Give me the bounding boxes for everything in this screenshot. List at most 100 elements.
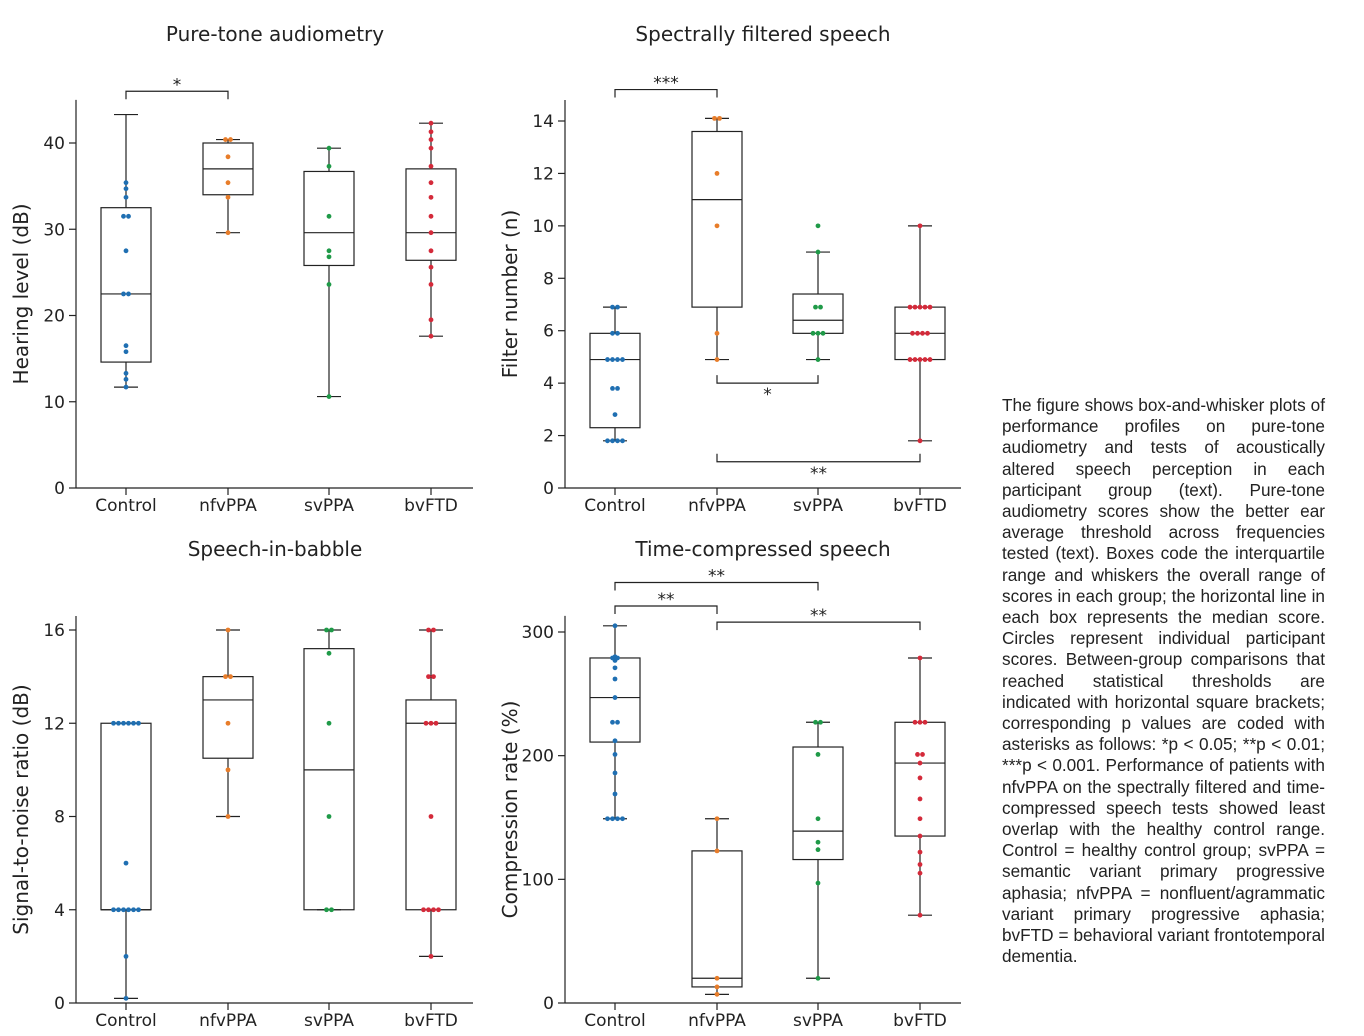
- data-point-Control: [111, 720, 116, 726]
- y-tick-label: 30: [43, 220, 65, 240]
- significance-stars: **: [810, 606, 827, 626]
- data-point-bvFTD: [917, 760, 923, 766]
- significance-stars: **: [708, 567, 725, 587]
- data-point-Control: [123, 194, 129, 200]
- box-svPPA: [303, 147, 355, 398]
- data-point-bvFTD: [426, 627, 431, 633]
- iqr-box: [405, 168, 457, 261]
- data-point-bvFTD: [927, 357, 933, 362]
- data-point-Control: [123, 953, 129, 959]
- data-point-bvFTD: [922, 304, 928, 310]
- data-point-bvFTD: [917, 833, 923, 839]
- data-point-bvFTD: [917, 912, 923, 918]
- x-tick-label: nfvPPA: [199, 496, 257, 516]
- data-point-Control: [116, 720, 121, 726]
- y-axis-label: Signal-to-noise ratio (dB): [9, 684, 33, 934]
- significance-stars: *: [763, 385, 772, 405]
- data-point-bvFTD: [428, 282, 434, 287]
- data-point-bvFTD: [428, 163, 434, 169]
- data-point-svPPA: [324, 907, 329, 913]
- data-point-bvFTD: [915, 752, 920, 757]
- iqr-box: [303, 170, 355, 267]
- significance-bracket: [614, 605, 718, 615]
- y-tick-label: 8: [543, 269, 554, 289]
- iqr-box: [202, 676, 254, 759]
- x-tick-label: nfvPPA: [199, 1011, 257, 1031]
- data-point-Control: [615, 385, 620, 391]
- data-point-bvFTD: [431, 907, 436, 913]
- y-tick-label: 10: [532, 217, 554, 237]
- y-axis-label: Filter number (n): [498, 210, 522, 379]
- data-point-bvFTD: [428, 213, 434, 219]
- significance-bracket: [614, 581, 819, 591]
- data-point-nfvPPA: [717, 115, 722, 121]
- x-tick-label: svPPA: [793, 1011, 843, 1031]
- chart-panel: Pure-tone audiometry Hearing level (dB) 0 1…: [9, 22, 473, 516]
- y-tick-label: 0: [54, 994, 65, 1014]
- y-tick-label: 14: [532, 112, 554, 132]
- data-point-svPPA: [815, 223, 821, 229]
- data-point-Control: [121, 720, 126, 726]
- data-point-Control: [610, 719, 615, 725]
- data-point-svPPA: [813, 304, 818, 310]
- data-point-Control: [126, 720, 131, 726]
- data-point-Control: [612, 623, 618, 629]
- data-point-Control: [126, 213, 131, 219]
- data-point-bvFTD: [428, 333, 434, 339]
- data-point-bvFTD: [433, 720, 439, 726]
- x-tick-label: bvFTD: [893, 496, 947, 516]
- box-nfvPPA: [691, 818, 743, 995]
- data-point-svPPA: [326, 394, 332, 399]
- data-point-Control: [612, 791, 618, 797]
- data-point-nfvPPA: [228, 137, 233, 142]
- data-point-nfvPPA: [225, 154, 231, 160]
- data-point-bvFTD: [920, 330, 925, 336]
- box-bvFTD: [405, 122, 457, 337]
- data-point-nfvPPA: [714, 975, 720, 981]
- data-point-Control: [610, 330, 615, 336]
- data-point-Control: [123, 343, 129, 349]
- x-tick-label: bvFTD: [404, 1011, 458, 1031]
- box-nfvPPA: [691, 117, 743, 361]
- iqr-box: [589, 657, 641, 743]
- x-tick-label: nfvPPA: [688, 496, 746, 516]
- data-point-nfvPPA: [714, 223, 720, 229]
- data-point-nfvPPA: [714, 848, 720, 854]
- x-tick-label: Control: [584, 1011, 645, 1031]
- x-tick-label: bvFTD: [404, 496, 458, 516]
- data-point-Control: [605, 816, 610, 822]
- data-point-Control: [615, 438, 620, 444]
- data-point-nfvPPA: [714, 357, 720, 362]
- significance-bracket: [125, 90, 229, 100]
- data-point-Control: [126, 291, 131, 297]
- significance-stars: **: [658, 590, 675, 610]
- data-point-Control: [615, 719, 620, 725]
- iqr-box: [589, 332, 641, 429]
- x-tick-label: bvFTD: [893, 1011, 947, 1031]
- iqr-box: [100, 207, 152, 363]
- data-point-Control: [123, 376, 129, 382]
- data-point-Control: [610, 816, 615, 822]
- y-tick-label: 100: [522, 870, 554, 890]
- data-point-nfvPPA: [228, 674, 233, 680]
- data-point-svPPA: [329, 627, 334, 633]
- y-tick-label: 6: [543, 322, 554, 342]
- x-tick-label: svPPA: [793, 496, 843, 516]
- significance-bracket: [716, 621, 921, 631]
- data-point-svPPA: [815, 357, 821, 362]
- chart-title: Speech-in-babble: [188, 537, 363, 561]
- iqr-box: [303, 648, 355, 911]
- data-point-bvFTD: [915, 330, 920, 336]
- data-point-Control: [620, 816, 625, 822]
- data-point-Control: [123, 186, 129, 192]
- chart-panel: Time-compressed speech Compression rate (…: [498, 537, 961, 1031]
- significance-stars: ***: [653, 74, 679, 94]
- significance-bracket: [716, 375, 819, 384]
- data-point-svPPA: [818, 719, 823, 725]
- data-point-nfvPPA: [714, 171, 720, 176]
- data-point-nfvPPA: [714, 330, 720, 336]
- data-point-Control: [123, 860, 129, 866]
- data-point-bvFTD: [426, 674, 431, 680]
- data-point-nfvPPA: [714, 816, 720, 822]
- data-point-svPPA: [326, 213, 332, 219]
